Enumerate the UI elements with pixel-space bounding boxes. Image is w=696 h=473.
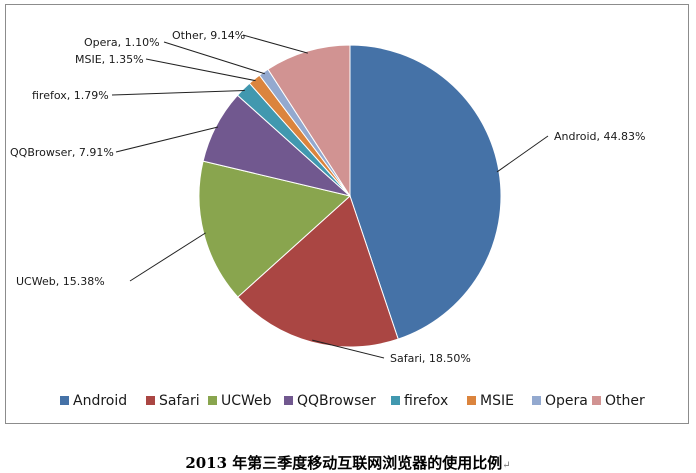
legend-label-qqbrowser: QQBrowser bbox=[297, 393, 376, 409]
data-label-msie: MSIE, 1.35% bbox=[75, 53, 144, 66]
data-label-android: Android, 44.83% bbox=[554, 130, 645, 143]
legend-swatch-msie bbox=[467, 396, 476, 405]
leader-line-qqbrowser bbox=[115, 126, 219, 153]
leader-line-firefox bbox=[111, 90, 245, 96]
leader-line-opera bbox=[163, 41, 265, 75]
data-label-other: Other, 9.14% bbox=[172, 29, 245, 42]
legend-label-msie: MSIE bbox=[480, 393, 514, 409]
leader-line-android bbox=[496, 135, 549, 173]
leader-line-msie bbox=[145, 58, 256, 82]
legend-swatch-other bbox=[592, 396, 601, 405]
leader-line-safari bbox=[312, 339, 385, 359]
pie-slice-ucweb bbox=[198, 160, 352, 298]
legend-label-firefox: firefox bbox=[404, 393, 448, 409]
legend-label-ucweb: UCWeb bbox=[221, 393, 272, 409]
legend-swatch-ucweb bbox=[208, 396, 217, 405]
legend-label-other: Other bbox=[605, 393, 645, 409]
legend-item-safari: Safari bbox=[146, 393, 200, 409]
legend-swatch-android bbox=[60, 396, 69, 405]
chart-frame: Android, 44.83% Safari, 18.50% UCWeb, 15.3… bbox=[5, 4, 689, 424]
caption-text: 2013 年第三季度移动互联网浏览器的使用比例 bbox=[185, 454, 503, 472]
legend-item-ucweb: UCWeb bbox=[208, 393, 272, 409]
legend: Android Safari UCWeb QQBrowser firefox MSIE Op… bbox=[60, 393, 645, 409]
chart-caption: 2013 年第三季度移动互联网浏览器的使用比例↵ bbox=[0, 452, 696, 473]
data-label-opera: Opera, 1.10% bbox=[84, 36, 160, 49]
legend-swatch-safari bbox=[146, 396, 155, 405]
legend-swatch-firefox bbox=[391, 396, 400, 405]
paragraph-mark-icon: ↵ bbox=[502, 460, 511, 471]
legend-item-msie: MSIE bbox=[467, 393, 514, 409]
legend-item-qqbrowser: QQBrowser bbox=[284, 393, 376, 409]
data-label-qqbrowser: QQBrowser, 7.91% bbox=[10, 146, 114, 159]
pie-slice-safari bbox=[237, 195, 399, 348]
legend-item-firefox: firefox bbox=[391, 393, 448, 409]
legend-item-android: Android bbox=[60, 393, 127, 409]
legend-item-other: Other bbox=[592, 393, 645, 409]
legend-label-safari: Safari bbox=[159, 393, 200, 409]
data-label-firefox: firefox, 1.79% bbox=[32, 89, 109, 102]
legend-swatch-opera bbox=[532, 396, 541, 405]
legend-label-opera: Opera bbox=[545, 393, 588, 409]
leader-line-other bbox=[242, 34, 308, 54]
leader-line-ucweb bbox=[129, 232, 206, 282]
legend-swatch-qqbrowser bbox=[284, 396, 293, 405]
legend-label-android: Android bbox=[73, 393, 127, 409]
pie-chart: Android, 44.83% Safari, 18.50% UCWeb, 15.3… bbox=[10, 29, 645, 409]
pie-slice-android bbox=[349, 44, 502, 340]
data-label-safari: Safari, 18.50% bbox=[390, 352, 471, 365]
data-label-ucweb: UCWeb, 15.38% bbox=[16, 275, 105, 288]
legend-item-opera: Opera bbox=[532, 393, 588, 409]
pie-slice-other bbox=[267, 44, 351, 198]
